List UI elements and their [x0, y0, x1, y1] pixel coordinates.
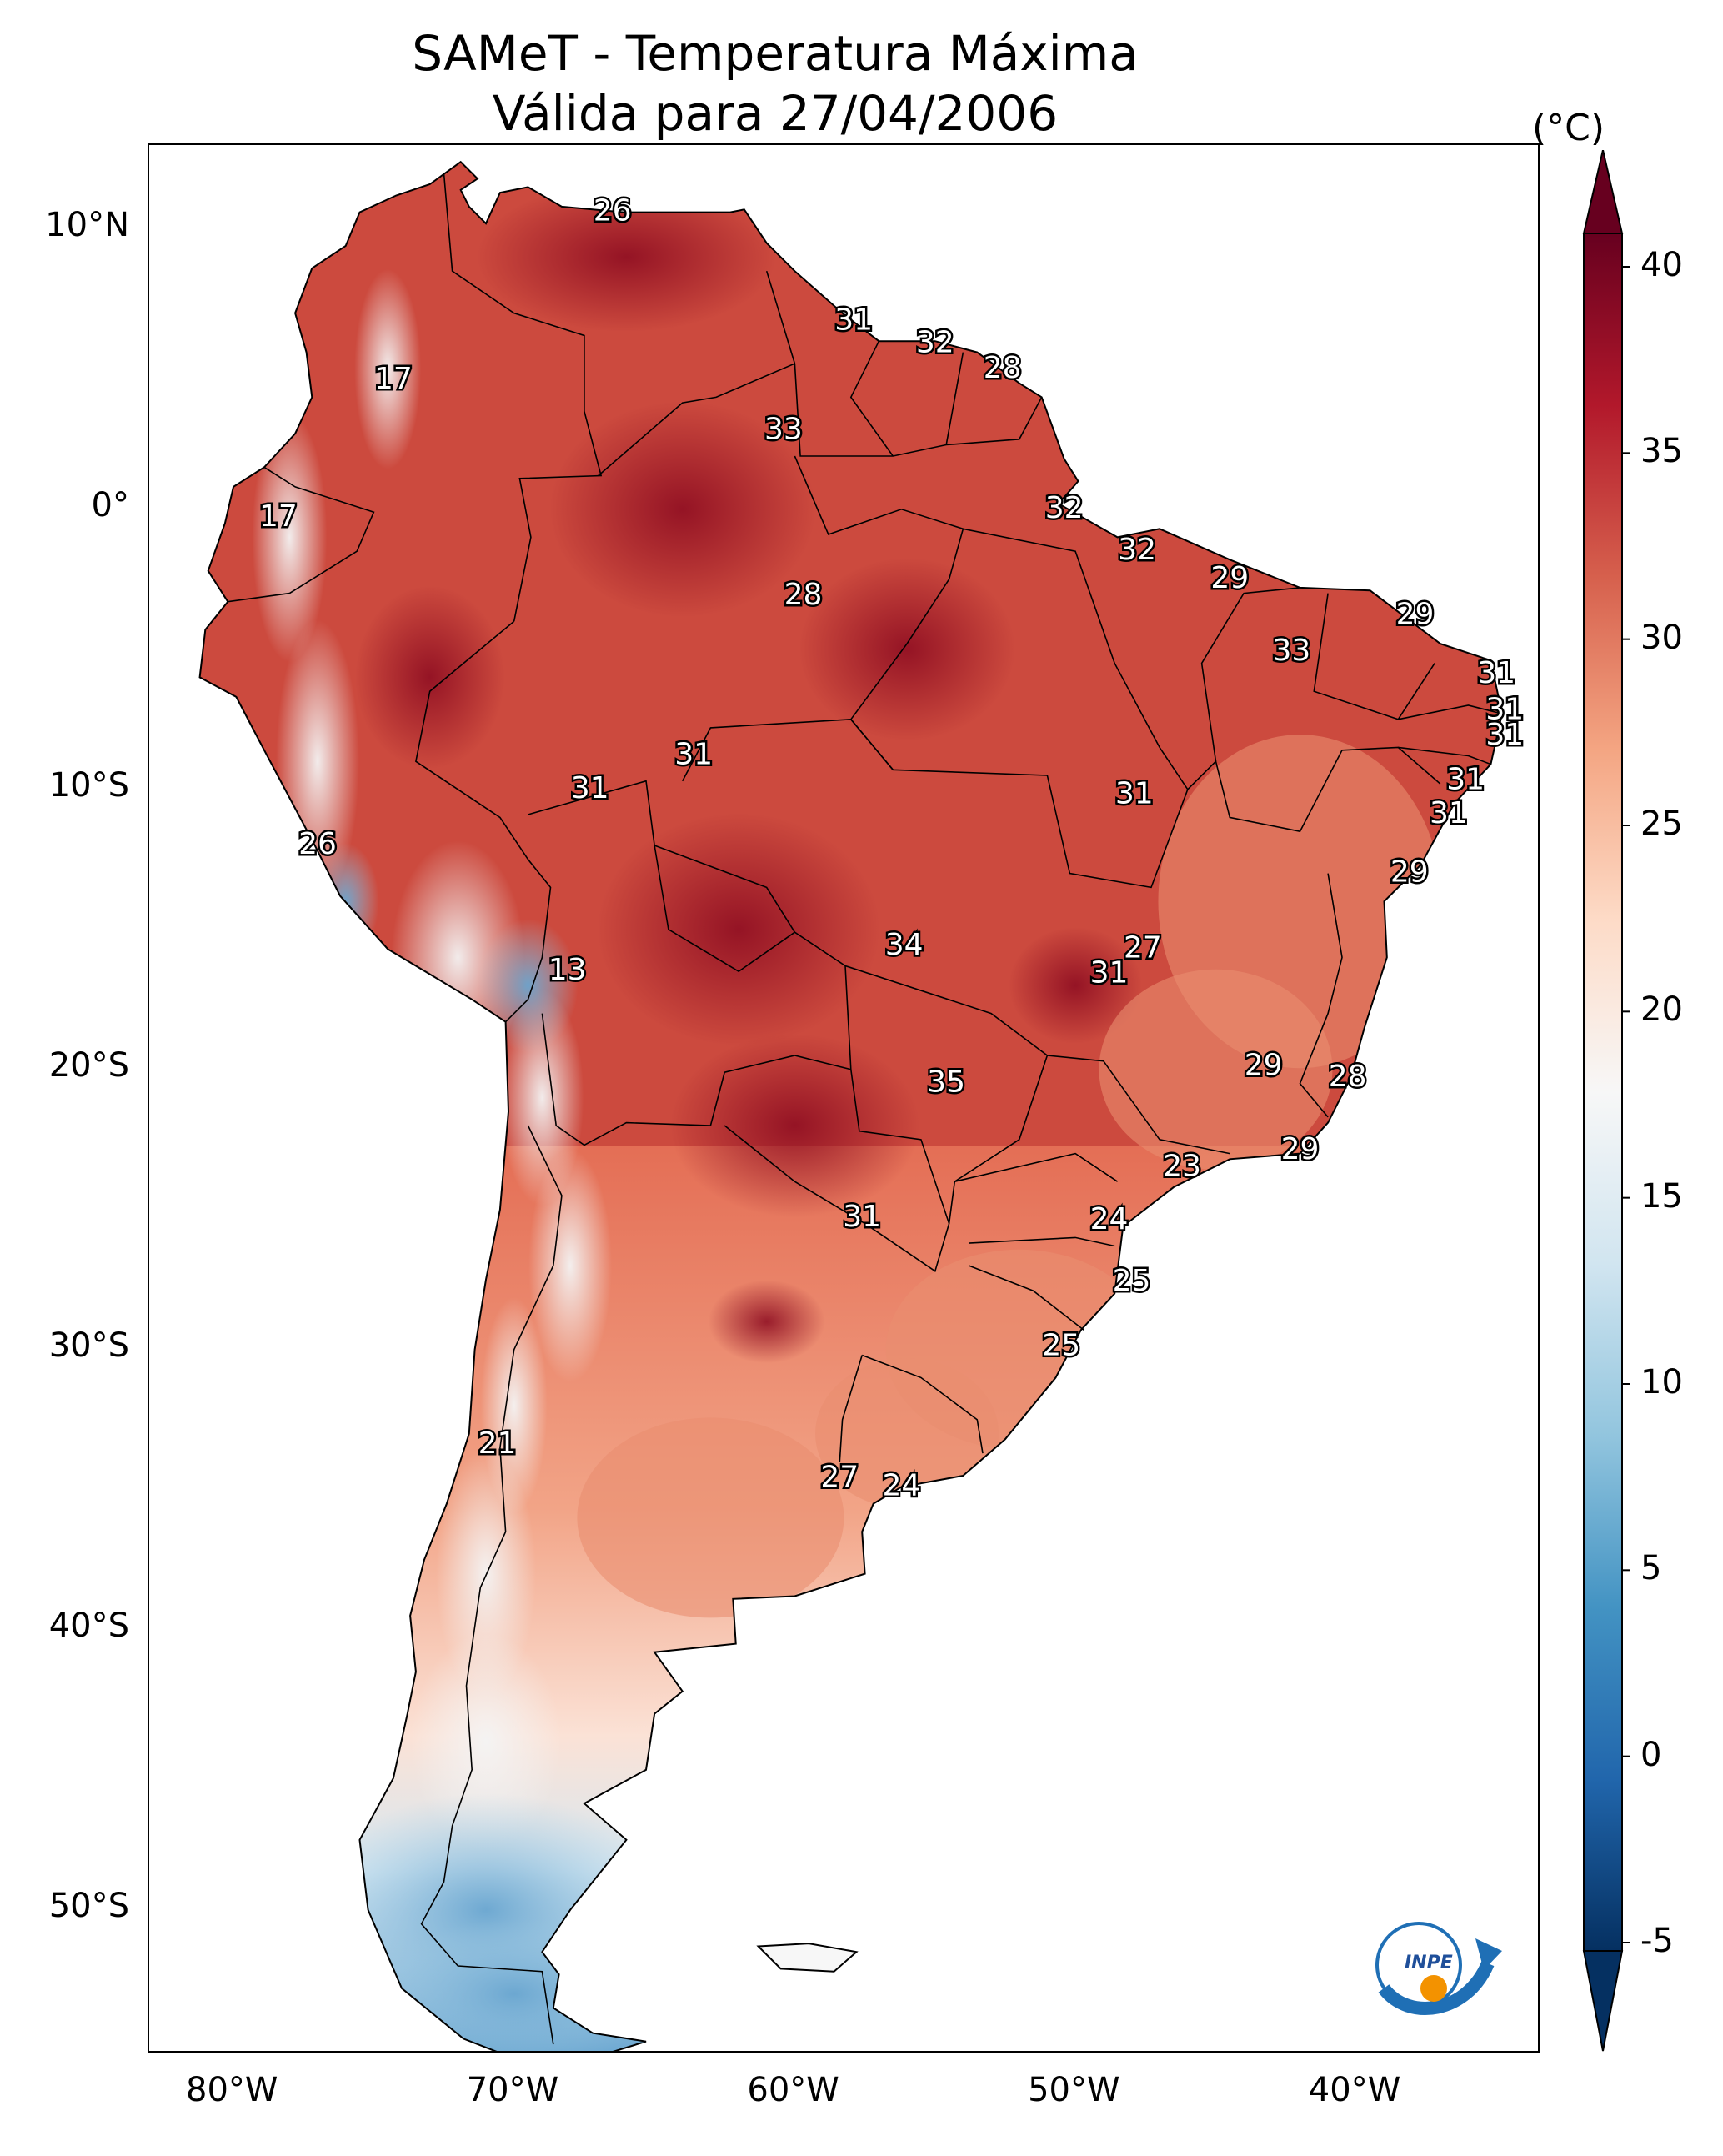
colorbar-tick-label: 15	[1640, 1176, 1683, 1216]
temperature-label: 24	[882, 1468, 920, 1502]
temperature-label: 29	[1210, 561, 1249, 595]
continent-land	[198, 160, 1503, 2051]
inpe-logo-icon: INPE	[1375, 1922, 1502, 2015]
temperature-label: 27	[1124, 930, 1162, 965]
temperature-label: 33	[764, 413, 803, 447]
colorbar-tick-label: 0	[1640, 1735, 1662, 1774]
temperature-label: 25	[1113, 1264, 1151, 1298]
colorbar-tick-label: 5	[1640, 1549, 1662, 1588]
temperature-label: 34	[885, 928, 924, 962]
temperature-label: 26	[594, 194, 632, 228]
lon-tick-label: 50°W	[1028, 2071, 1120, 2109]
temperature-label: 29	[1396, 598, 1435, 632]
lat-tick-label: 50°S	[48, 1886, 129, 1925]
temperature-label: 31	[1090, 956, 1129, 990]
lat-tick-label: 10°S	[48, 765, 129, 805]
colorbar-tick-label: 30	[1640, 618, 1683, 657]
temperature-label: 17	[259, 499, 298, 534]
temperature-label: 31	[571, 771, 609, 805]
temperature-label: 31	[674, 738, 713, 772]
colorbar-tick-label: 20	[1640, 990, 1683, 1030]
temperature-label: 32	[916, 326, 954, 360]
temperature-label: 28	[1329, 1060, 1367, 1094]
colorbar-max-arrow	[1582, 150, 1624, 234]
colorbar-tick-label: 10	[1640, 1363, 1683, 1401]
colorbar-tick-label: 40	[1640, 246, 1683, 284]
temperature-label: 24	[1090, 1202, 1129, 1236]
temperature-label: 23	[1163, 1149, 1201, 1183]
temperature-label: 26	[298, 827, 337, 861]
lat-tick-label: 30°S	[48, 1326, 129, 1365]
lat-tick-label: 10°N	[45, 205, 129, 244]
colorbar-unit: (°C)	[1532, 107, 1605, 149]
temperature-label: 21	[478, 1426, 517, 1461]
temperature-label: 28	[784, 578, 823, 612]
lat-tick-label: 0°	[91, 485, 129, 524]
temperature-label: 29	[1390, 855, 1429, 890]
temperature-label: 27	[820, 1460, 859, 1494]
svg-text:INPE: INPE	[1405, 1953, 1453, 1973]
temperature-label: 17	[374, 362, 413, 396]
country-borders	[228, 173, 1503, 2045]
map-title: SAMeT - Temperatura Máxima Válida para 2…	[150, 23, 1400, 143]
temperature-label: 13	[548, 953, 587, 987]
temperature-label: 31	[1430, 796, 1468, 830]
temperature-label: 32	[1118, 533, 1156, 567]
lon-tick-label: 80°W	[186, 2071, 278, 2109]
temperature-label: 31	[1477, 656, 1515, 690]
temperature-label: 35	[927, 1065, 965, 1100]
colorbar-tick-label: -5	[1640, 1922, 1674, 1960]
title-line-2: Válida para 27/04/2006	[492, 85, 1059, 142]
lon-tick-label: 60°W	[747, 2071, 839, 2109]
lon-tick-label: 70°W	[466, 2071, 559, 2109]
colorbar-scale	[1584, 233, 1622, 1951]
title-line-1: SAMeT - Temperatura Máxima	[412, 25, 1139, 82]
temperature-label: 31	[1485, 693, 1524, 727]
lat-tick-label: 40°S	[48, 1606, 129, 1645]
temperature-label: 32	[1045, 491, 1084, 525]
temperature-label: 31	[1446, 763, 1485, 797]
lon-tick-label: 40°W	[1308, 2071, 1401, 2109]
temperature-label: 29	[1281, 1132, 1320, 1166]
colorbar-tick-label: 35	[1640, 432, 1683, 471]
colorbar	[1582, 150, 1630, 2052]
temperature-label: 31	[1115, 777, 1154, 811]
temperature-label: 28	[984, 351, 1022, 385]
temperature-label: 29	[1245, 1048, 1283, 1082]
colorbar-min-arrow	[1582, 1950, 1624, 2052]
temperature-label: 33	[1272, 634, 1310, 668]
lat-tick-label: 20°S	[48, 1045, 129, 1085]
map-panel: 26 17 31 32 28 33 17 32 32 29 28 29 33 31 31 31 31 31 31 31…	[148, 143, 1540, 2053]
temperature-label: 31	[843, 1200, 881, 1234]
temperature-label: 31	[1485, 718, 1524, 752]
temperature-label: 25	[1042, 1328, 1080, 1362]
colorbar-tick-label: 25	[1640, 805, 1683, 843]
temperature-label: 31	[834, 303, 873, 338]
